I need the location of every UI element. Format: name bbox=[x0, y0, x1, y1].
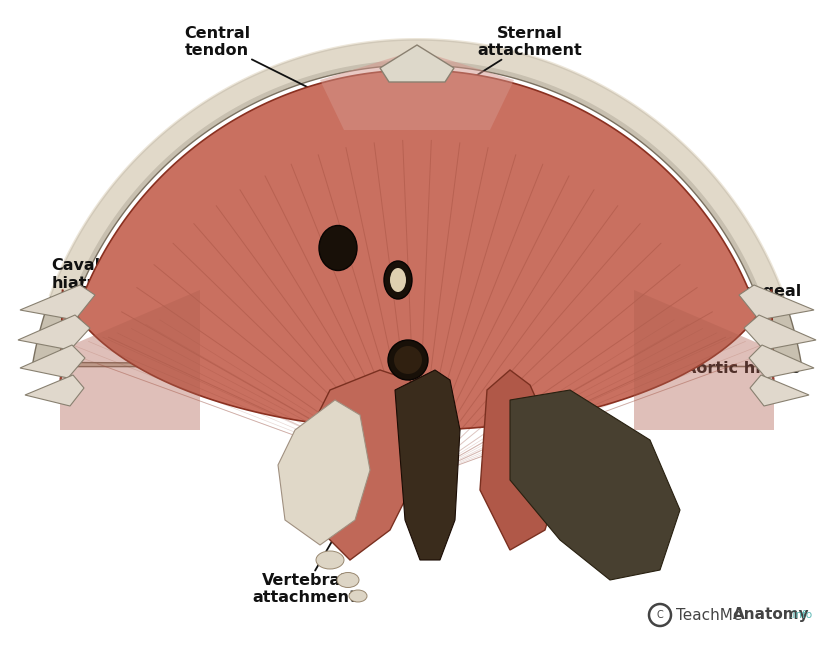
Polygon shape bbox=[25, 375, 84, 406]
Polygon shape bbox=[20, 345, 85, 378]
Ellipse shape bbox=[384, 261, 412, 299]
Polygon shape bbox=[380, 45, 454, 82]
Ellipse shape bbox=[388, 340, 428, 380]
Text: Anatomy: Anatomy bbox=[733, 607, 810, 623]
Text: Oesophageal
hiatus: Oesophageal hiatus bbox=[365, 284, 801, 317]
Polygon shape bbox=[18, 315, 90, 350]
Polygon shape bbox=[60, 290, 200, 430]
Ellipse shape bbox=[349, 590, 367, 602]
Ellipse shape bbox=[390, 268, 406, 292]
Polygon shape bbox=[510, 390, 680, 580]
Text: C: C bbox=[656, 610, 663, 620]
Ellipse shape bbox=[394, 346, 422, 374]
Polygon shape bbox=[320, 50, 514, 130]
Polygon shape bbox=[33, 40, 801, 367]
Text: Vertebral
attachment: Vertebral attachment bbox=[252, 519, 357, 605]
Polygon shape bbox=[750, 375, 809, 406]
Polygon shape bbox=[744, 315, 816, 350]
Ellipse shape bbox=[319, 225, 357, 271]
Text: Aortic hiatus: Aortic hiatus bbox=[374, 360, 800, 376]
Polygon shape bbox=[739, 285, 814, 320]
Polygon shape bbox=[278, 400, 370, 545]
Polygon shape bbox=[48, 38, 786, 304]
Text: .info: .info bbox=[790, 610, 813, 620]
Ellipse shape bbox=[316, 551, 344, 569]
Text: Central
tendon: Central tendon bbox=[183, 26, 331, 99]
Text: TeachMe: TeachMe bbox=[676, 607, 742, 623]
Polygon shape bbox=[634, 290, 774, 430]
Polygon shape bbox=[61, 70, 773, 430]
Ellipse shape bbox=[337, 572, 359, 587]
Text: Caval
hiatus: Caval hiatus bbox=[52, 258, 285, 291]
Polygon shape bbox=[300, 370, 420, 560]
Polygon shape bbox=[480, 370, 560, 550]
Polygon shape bbox=[20, 285, 95, 320]
Polygon shape bbox=[749, 345, 814, 378]
Polygon shape bbox=[395, 370, 460, 560]
Text: Sternal
attachment: Sternal attachment bbox=[443, 26, 582, 97]
